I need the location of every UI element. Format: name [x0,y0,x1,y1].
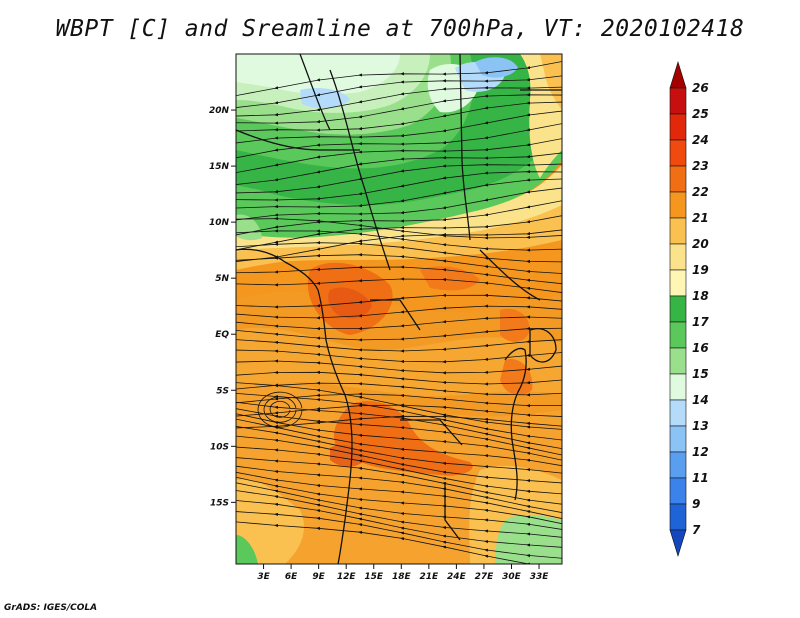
streamline [236,315,562,331]
lat-tick-label: 5S [216,386,229,396]
lon-tick-label: 30E [502,572,522,582]
colorbar-swatch [669,503,687,531]
figure-title: WBPT [C] and Sreamline at 700hPa, VT: 20… [55,16,745,42]
colorbar-label: 11 [692,471,709,485]
lat-tick-label: 20N [209,106,230,116]
colorbar-swatch [669,269,687,297]
colorbar-swatch [669,425,687,453]
streamline [236,277,562,293]
streamline [269,400,291,418]
colorbar-swatch [669,347,687,375]
colorbar-swatch [669,295,687,323]
colorbar-label: 19 [692,263,709,277]
lon-tick-label: 6E [285,572,298,582]
lon-tick-label: 18E [392,572,412,582]
latitude-axis: 20N 15N 10N 5N EQ 5S 10S 15S [209,106,236,508]
colorbar-swatch [669,399,687,427]
lat-tick-label: 10S [210,442,229,452]
colorbar-label: 18 [692,289,709,303]
colorbar-swatch [669,113,687,141]
colorbar-swatch [669,243,687,271]
map-frame [235,53,563,565]
lon-tick-label: 33E [530,572,550,582]
streamline [236,327,562,342]
lat-tick-label: 15N [209,162,230,172]
streamline [236,359,562,375]
colorbar-label: 21 [692,211,709,225]
lat-tick-label: 15S [210,498,229,508]
colorbar-label: 12 [692,445,709,459]
colorbar-swatch [669,191,687,219]
colorbar-label: 22 [692,185,709,199]
colorbar-label: 24 [692,133,709,147]
lon-tick-label: 24E [447,572,467,582]
colorbar-label: 20 [692,237,709,251]
lon-tick-label: 9E [312,572,325,582]
colorbar-label: 7 [692,523,701,537]
footer-credit: GrADS: IGES/COLA [4,603,98,613]
lon-tick-label: 21E [420,572,440,582]
lat-tick-label: 10N [209,218,230,228]
lon-tick-label: 27E [475,572,495,582]
colorbar-label: 14 [692,393,709,407]
colorbar-label: 16 [692,341,709,355]
colorbar-label: 15 [692,367,709,381]
colorbar-label: 23 [692,159,709,173]
colorbar-swatch [669,451,687,479]
colorbar-label: 25 [692,107,709,121]
colorbar-label: 17 [692,315,709,329]
colorbar-label: 9 [692,497,700,511]
colorbar-swatch [669,60,687,89]
colorbar-swatch [669,165,687,193]
streamline [236,521,532,564]
colorbar-swatch [669,87,687,115]
colorbar-swatch [669,373,687,401]
lon-tick-label: 3E [257,572,270,582]
colorbar-swatch [669,217,687,245]
colorbar: 26 25 24 23 22 21 20 19 18 17 16 15 14 13 12 11 9 7 [669,60,709,558]
colorbar-swatch [669,139,687,167]
lat-tick-label: 5N [215,274,229,284]
lat-tick-label: EQ [215,330,229,340]
colorbar-swatch [669,321,687,349]
lon-tick-label: 12E [337,572,357,582]
streamline [263,396,297,423]
colorbar-label: 26 [692,81,709,95]
colorbar-label: 13 [692,419,709,433]
colorbar-swatch [669,477,687,505]
longitude-axis: 3E 6E 9E 12E 15E 18E 21E 24E 27E 30E 33E [257,564,549,582]
streamlines [236,61,562,564]
colorbar-swatch [669,529,687,558]
lon-tick-label: 15E [364,572,384,582]
streamline [257,391,303,428]
